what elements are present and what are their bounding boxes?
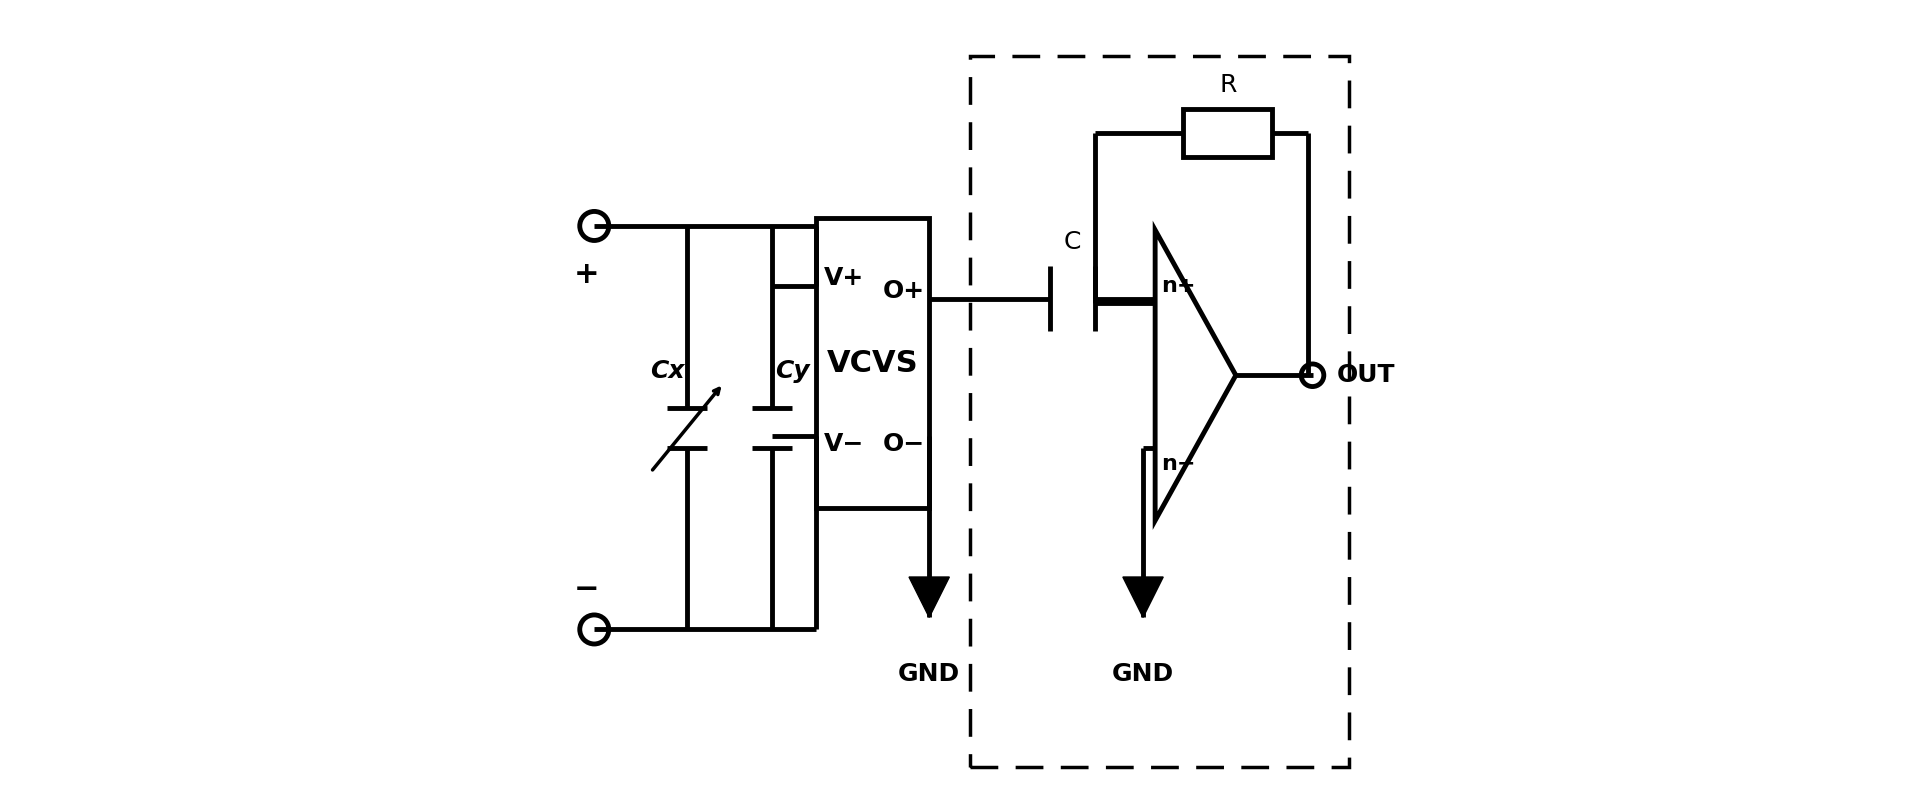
Text: n+: n+	[1162, 277, 1195, 296]
Text: O+: O+	[882, 278, 924, 303]
Text: OUT: OUT	[1336, 363, 1395, 387]
Text: C: C	[1063, 230, 1081, 254]
Text: Cy: Cy	[774, 359, 809, 383]
Text: V−: V−	[824, 432, 865, 456]
Text: +: +	[573, 260, 598, 289]
Text: GND: GND	[897, 662, 959, 686]
Bar	[1183, 109, 1272, 157]
Text: VCVS: VCVS	[826, 349, 919, 378]
Text: V+: V+	[824, 266, 865, 291]
Text: n−: n−	[1162, 454, 1195, 474]
Bar	[969, 56, 1349, 767]
Text: O−: O−	[882, 432, 924, 456]
Text: GND: GND	[1112, 662, 1173, 686]
Polygon shape	[909, 577, 950, 617]
Text: R: R	[1218, 73, 1235, 97]
Text: Cx: Cx	[648, 359, 683, 383]
Bar	[816, 218, 928, 508]
Text: −: −	[573, 575, 598, 604]
Polygon shape	[1121, 577, 1162, 617]
